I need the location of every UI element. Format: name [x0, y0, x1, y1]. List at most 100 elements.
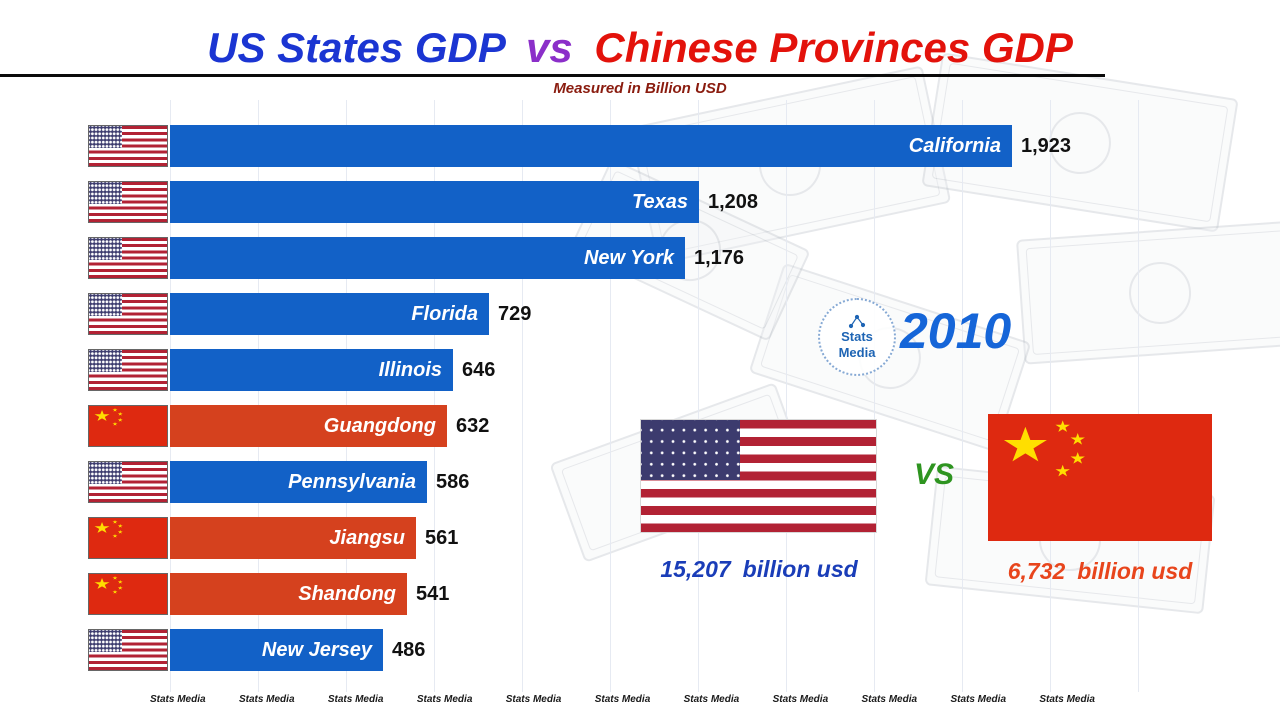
- bar-region-label: Florida: [411, 302, 478, 325]
- bar-value: 632: [456, 414, 490, 437]
- bar-region-label: California: [908, 134, 1001, 157]
- china-flag-star: [117, 530, 123, 534]
- us-flag-canton: [89, 630, 122, 652]
- watermark-row: Stats Media Stats Media Stats Media Stats M…: [150, 694, 1095, 705]
- us-flag-icon: [88, 125, 168, 167]
- title-underline: [0, 74, 1105, 77]
- china-flag-icon: [88, 517, 168, 559]
- vs-label: VS: [913, 458, 955, 491]
- gdp-bar: Jiangsu: [170, 517, 416, 559]
- us-flag-canton: [89, 294, 122, 316]
- us-flag-icon: [88, 237, 168, 279]
- gdp-bar: Guangdong: [170, 405, 447, 447]
- us-flag-icon: [88, 293, 168, 335]
- us-flag-canton: [89, 126, 122, 148]
- china-flag-star: [1070, 433, 1085, 445]
- us-flag-large: [640, 419, 877, 533]
- watermark-text: Stats Media: [594, 694, 651, 705]
- gdp-bar: Florida: [170, 293, 489, 335]
- bar-value: 1,208: [708, 190, 759, 213]
- title-vs-part: vs: [525, 24, 573, 71]
- year-label: 2010: [900, 303, 1012, 359]
- bar-value: 1,923: [1021, 134, 1072, 157]
- china-total-gdp: 6,732 billion usd: [985, 558, 1215, 585]
- china-flag-large: [988, 414, 1212, 541]
- chart-row: California 1,923: [88, 118, 1071, 174]
- bar-region-label: New Jersey: [261, 638, 372, 661]
- bar-region-label: Shandong: [298, 582, 396, 605]
- title-us-part: US States GDP: [207, 24, 505, 71]
- watermark-text: Stats Media: [1039, 694, 1095, 705]
- gdp-bar: New Jersey: [170, 629, 383, 671]
- chart-row: New York 1,176: [88, 230, 1071, 286]
- china-flag-star: [1055, 420, 1070, 432]
- china-flag-star: [117, 524, 123, 528]
- watermark-text: Stats Media: [950, 694, 1007, 705]
- bar-region-label: Guangdong: [323, 414, 436, 437]
- china-flag-star: [112, 576, 118, 580]
- chart-row: Texas 1,208: [88, 174, 1071, 230]
- subtitle: Measured in Billion USD: [553, 80, 727, 97]
- gdp-bar: New York: [170, 237, 685, 279]
- china-flag-star: [112, 422, 118, 426]
- title-china-part: Chinese Provinces GDP: [594, 24, 1073, 71]
- us-flag-icon: [88, 181, 168, 223]
- molecule-icon: [848, 315, 866, 329]
- china-flag-icon: [88, 573, 168, 615]
- us-flag-icon: [88, 629, 168, 671]
- gdp-bar: Illinois: [170, 349, 453, 391]
- us-flag-canton: [89, 350, 122, 372]
- china-flag-star: [94, 578, 110, 589]
- chart-row: Shandong 541: [88, 566, 1071, 622]
- logo-text-line2: Media: [838, 344, 876, 360]
- watermark-text: Stats Media: [683, 694, 740, 705]
- bar-region-label: New York: [583, 246, 674, 269]
- gdp-bar: Shandong: [170, 573, 407, 615]
- us-flag-canton: [89, 182, 122, 204]
- china-flag-star: [1055, 464, 1070, 477]
- gdp-bar: California: [170, 125, 1012, 167]
- watermark-text: Stats Media: [238, 694, 295, 705]
- bar-value: 646: [462, 358, 496, 381]
- watermark-text: Stats Media: [327, 694, 384, 705]
- china-total-value: 6,732: [1007, 558, 1066, 584]
- gdp-bar: Texas: [170, 181, 699, 223]
- bar-value: 486: [392, 638, 426, 661]
- bar-region-label: Pennsylvania: [288, 470, 416, 493]
- watermark-text: Stats Media: [861, 694, 918, 705]
- us-total-gdp: 15,207 billion usd: [628, 556, 890, 583]
- bar-region-label: Texas: [632, 190, 688, 213]
- china-flag-star: [117, 580, 123, 584]
- bar-chart: California 1,923 Texas 1,208 New York 1,176 Fl…: [88, 118, 1071, 678]
- bar-region-label: Illinois: [378, 358, 442, 381]
- us-flag-icon: [88, 461, 168, 503]
- china-total-unit: billion usd: [1077, 558, 1193, 584]
- china-flag-star: [112, 590, 118, 594]
- china-flag-star: [94, 410, 110, 421]
- us-flag-canton: [89, 238, 122, 260]
- china-flag-star: [117, 412, 123, 416]
- chart-row: Guangdong 632: [88, 398, 1071, 454]
- bar-value: 586: [436, 470, 470, 493]
- bar-value: 541: [416, 582, 450, 605]
- china-flag-star: [1003, 426, 1047, 462]
- us-flag-canton: [641, 420, 740, 481]
- china-flag-star: [1070, 452, 1085, 464]
- stats-media-logo: Stats Media: [818, 298, 896, 376]
- us-flag-canton: [89, 462, 122, 484]
- bar-region-label: Jiangsu: [329, 526, 405, 549]
- watermark-text: Stats Media: [505, 694, 562, 705]
- page-title: US States GDP vs Chinese Provinces GDP: [0, 24, 1280, 72]
- watermark-text: Stats Media: [416, 694, 473, 705]
- china-flag-star: [117, 586, 123, 590]
- china-flag-star: [94, 522, 110, 533]
- chart-row: Jiangsu 561: [88, 510, 1071, 566]
- bar-value: 729: [498, 302, 532, 325]
- china-flag-star: [112, 408, 118, 412]
- bar-value: 1,176: [694, 246, 745, 269]
- gdp-bar: Pennsylvania: [170, 461, 427, 503]
- us-total-value: 15,207: [660, 556, 731, 582]
- china-flag-star: [112, 520, 118, 524]
- watermark-text: Stats Media: [772, 694, 829, 705]
